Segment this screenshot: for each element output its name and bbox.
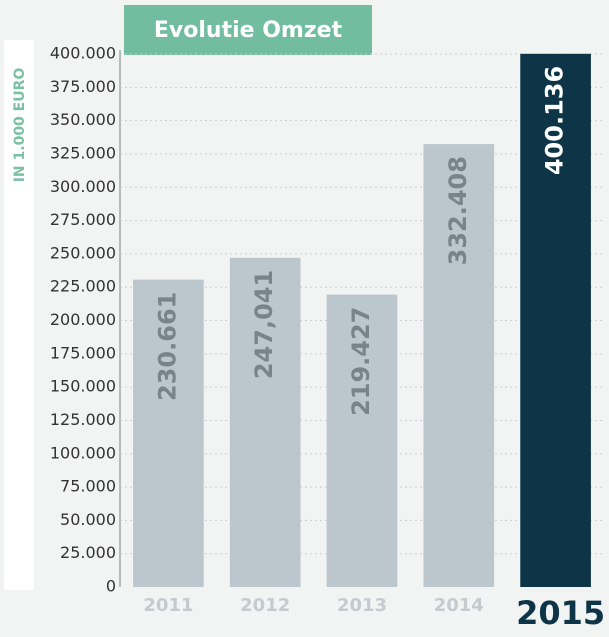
title-box (124, 5, 372, 55)
ylabel-strip (4, 40, 34, 590)
y-tick-label: 50.000 (60, 510, 116, 529)
x-tick-label: 2014 (434, 595, 484, 616)
bar (229, 257, 301, 587)
y-tick-label: 175.000 (50, 343, 116, 362)
value-label: 247,041 (250, 270, 278, 379)
value-label: 332.408 (444, 156, 472, 265)
y-tick-label: 75.000 (60, 477, 116, 496)
y-tick-label: 150.000 (50, 377, 116, 396)
chart-title: Evolutie Omzet (154, 18, 343, 43)
y-tick-label: 225.000 (50, 277, 116, 296)
bar (520, 53, 591, 587)
bar (326, 294, 398, 587)
y-tick-label: 125.000 (50, 410, 116, 429)
y-tick-label: 300.000 (50, 177, 116, 196)
x-tick-label: 2015 (516, 594, 605, 632)
y-axis-label: IN 1.000 EURO (12, 68, 28, 183)
y-tick-label: 0 (106, 577, 116, 596)
y-tick-label: 25.000 (60, 543, 116, 562)
y-tick-label: 100.000 (50, 443, 116, 462)
y-tick-label: 200.000 (50, 310, 116, 329)
value-label: 400.136 (541, 66, 569, 175)
y-tick-label: 325.000 (50, 143, 116, 162)
y-tick-label: 275.000 (50, 210, 116, 229)
y-tick-label: 375.000 (50, 77, 116, 96)
y-tick-label: 400.000 (50, 44, 116, 63)
x-tick-label: 2013 (337, 595, 387, 616)
value-label: 219.427 (347, 307, 375, 416)
y-tick-label: 250.000 (50, 243, 116, 262)
bar (133, 279, 204, 587)
x-tick-label: 2011 (143, 595, 193, 616)
bar (423, 144, 495, 587)
x-tick-label: 2012 (240, 595, 290, 616)
value-label: 230.661 (153, 292, 181, 401)
y-tick-label: 350.000 (50, 110, 116, 129)
